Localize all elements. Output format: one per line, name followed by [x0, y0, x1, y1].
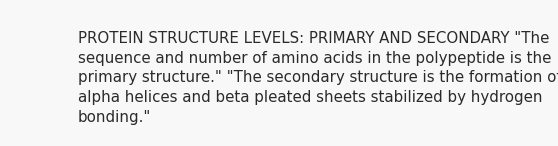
Text: bonding.": bonding." [78, 110, 151, 125]
Text: sequence and number of amino acids in the polypeptide is the: sequence and number of amino acids in th… [78, 51, 551, 66]
Text: primary structure." "The secondary structure is the formation of: primary structure." "The secondary struc… [78, 70, 558, 85]
Text: PROTEIN STRUCTURE LEVELS: PRIMARY AND SECONDARY "The: PROTEIN STRUCTURE LEVELS: PRIMARY AND SE… [78, 31, 549, 46]
Text: alpha helices and beta pleated sheets stabilized by hydrogen: alpha helices and beta pleated sheets st… [78, 90, 542, 105]
